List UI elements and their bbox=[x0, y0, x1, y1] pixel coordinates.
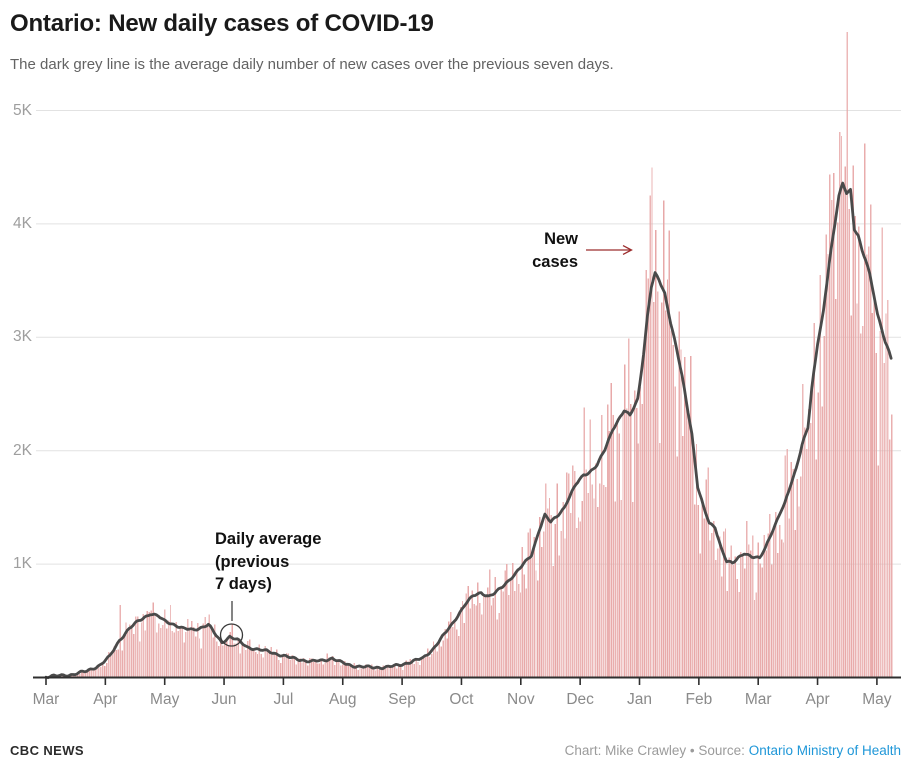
x-tick-Jan-10: Jan bbox=[627, 691, 652, 708]
annotation-new-cases-line1: New bbox=[544, 230, 578, 248]
annotation-new-cases-line2: cases bbox=[532, 252, 578, 271]
source-link[interactable]: Ontario Ministry of Health bbox=[748, 743, 901, 758]
annotation-daily-average-line2: (previous bbox=[215, 552, 290, 571]
y-tick-4K: 4K bbox=[13, 214, 32, 232]
x-tick-Sep-6: Sep bbox=[388, 691, 416, 708]
x-tick-Nov-8: Nov bbox=[507, 691, 535, 708]
x-tick-Feb-11: Feb bbox=[685, 691, 713, 708]
credit-text: Chart: Mike Crawley • Source: bbox=[564, 743, 749, 758]
x-tick-Aug-5: Aug bbox=[328, 691, 357, 708]
chart-credit: Chart: Mike Crawley • Source: Ontario Mi… bbox=[565, 743, 901, 758]
x-tick-Apr-1: Apr bbox=[93, 691, 118, 708]
new-cases-arrowhead bbox=[622, 245, 633, 255]
chart-subtitle: The dark grey line is the average daily … bbox=[10, 56, 614, 73]
y-tick-3K: 3K bbox=[13, 328, 32, 346]
x-tick-Mar-12: Mar bbox=[744, 691, 772, 708]
x-tick-Jun-3: Jun bbox=[211, 691, 237, 708]
x-tick-May-2: May bbox=[150, 691, 180, 708]
annotation-daily-average: Daily average (previous 7 days) bbox=[215, 528, 321, 596]
annotation-new-cases: New cases bbox=[458, 228, 578, 273]
x-tick-Apr-13: Apr bbox=[805, 691, 830, 708]
seven-day-average-line bbox=[44, 181, 893, 680]
y-tick-5K: 5K bbox=[13, 101, 32, 119]
chart-title: Ontario: New daily cases of COVID-19 bbox=[10, 10, 434, 37]
x-tick-Dec-9: Dec bbox=[566, 691, 594, 708]
x-tick-Mar-0: Mar bbox=[32, 691, 60, 708]
annotation-daily-average-line1: Daily average bbox=[215, 530, 322, 548]
cbc-news-logo: CBC NEWS bbox=[10, 743, 84, 758]
daily-average-circle-marker bbox=[219, 623, 244, 647]
y-tick-1K: 1K bbox=[13, 555, 32, 573]
y-tick-2K: 2K bbox=[13, 441, 32, 459]
annotation-daily-average-line3: 7 days) bbox=[215, 575, 272, 593]
x-tick-Oct-7: Oct bbox=[449, 691, 474, 708]
x-tick-Jul-4: Jul bbox=[273, 691, 294, 708]
x-tick-May-14: May bbox=[862, 691, 892, 708]
daily-case-bars bbox=[46, 31, 893, 678]
